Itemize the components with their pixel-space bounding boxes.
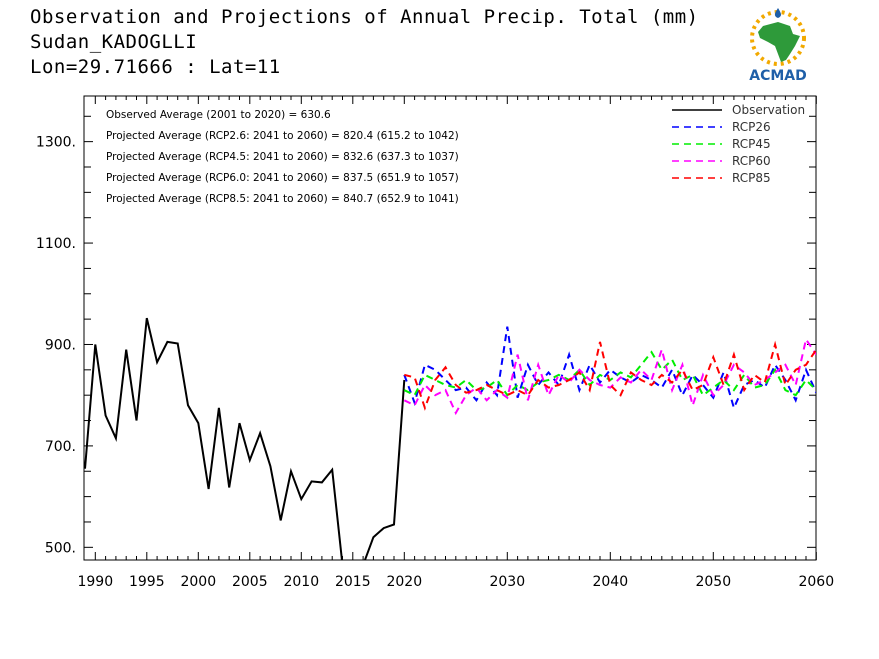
series-line-rcp45 [403, 350, 816, 397]
legend-label-rcp85: RCP85 [732, 171, 771, 185]
station-coordinates: Lon=29.71666 : Lat=11 [30, 56, 281, 78]
axis-ticks [84, 96, 817, 560]
x-tick-label: 2010 [283, 574, 319, 590]
plot-frame [83, 95, 817, 561]
legend-label-rcp60: RCP60 [732, 154, 771, 168]
x-tick-label: 2005 [232, 574, 268, 590]
x-tick-label: 2060 [798, 574, 834, 590]
x-tick-label: 2015 [335, 574, 371, 590]
chart-title: Observation and Projections of Annual Pr… [30, 6, 699, 28]
legend-label-rcp26: RCP26 [732, 120, 771, 134]
y-tick-label: 1300. [36, 135, 76, 151]
rcp26-average-text: Projected Average (RCP2.6: 2041 to 2060)… [106, 130, 459, 142]
x-tick-label: 2000 [180, 574, 216, 590]
x-tick-label: 2020 [386, 574, 422, 590]
africa-map-icon [758, 22, 800, 62]
y-tick-label: 500. [45, 540, 76, 556]
y-tick-label: 700. [45, 439, 76, 455]
rcp60-average-text: Projected Average (RCP6.0: 2041 to 2060)… [106, 172, 459, 184]
y-axis-labels: 500. 700. 900. 1100. 1300. [36, 135, 76, 557]
series-line-rcp85 [404, 340, 816, 411]
series-layer [84, 317, 816, 560]
logo-text: ACMAD [749, 68, 807, 84]
x-tick-label: 2040 [592, 574, 628, 590]
x-axis-labels: 1990 1995 2000 2005 2010 2015 2020 2030 2040 2050… [77, 574, 834, 590]
legend: Observation RCP26 RCP45 RCP60 RCP85 [672, 103, 805, 185]
x-tick-label: 1995 [129, 574, 165, 590]
series-line-rcp60 [403, 336, 816, 416]
annotation-box: Observed Average (2001 to 2020) = 630.6 … [106, 109, 459, 205]
rain-drop-icon [774, 8, 782, 18]
station-name: Sudan_KADOGLLI [30, 31, 198, 53]
rcp45-average-text: Projected Average (RCP4.5: 2041 to 2060)… [106, 151, 459, 163]
series-line-observation [84, 317, 406, 560]
y-tick-label: 900. [45, 337, 76, 353]
legend-label-observation: Observation [732, 103, 805, 117]
x-tick-label: 2050 [695, 574, 731, 590]
series-line-rcp26 [403, 326, 816, 411]
x-tick-label: 2030 [489, 574, 525, 590]
legend-label-rcp45: RCP45 [732, 137, 771, 151]
acmad-logo: ACMAD [749, 8, 807, 84]
rcp85-average-text: Projected Average (RCP8.5: 2041 to 2060)… [106, 193, 459, 205]
y-tick-label: 1100. [36, 236, 76, 252]
observed-average-text: Observed Average (2001 to 2020) = 630.6 [106, 109, 331, 121]
x-tick-label: 1990 [77, 574, 113, 590]
